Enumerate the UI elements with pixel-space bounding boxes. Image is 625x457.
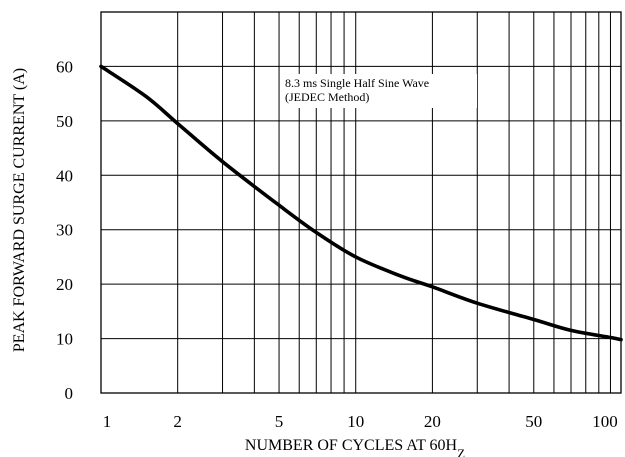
x-tick-label-2: 2	[173, 412, 182, 431]
y-axis-tick-labels: 0 10 20 30 40 50 60	[56, 57, 73, 403]
x-axis-label-main: NUMBER OF CYCLES AT 60H	[245, 437, 458, 454]
plot-area-frame	[100, 11, 622, 394]
x-axis-label-subscript: Z	[457, 446, 465, 457]
y-tick-label-10: 10	[56, 330, 73, 349]
x-tick-label-50: 50	[525, 412, 542, 431]
annotation: 8.3 ms Single Half Sine Wave (JEDEC Meth…	[281, 74, 477, 108]
annotation-background	[281, 74, 477, 108]
y-tick-label-40: 40	[56, 166, 73, 185]
x-tick-label-10: 10	[347, 412, 364, 431]
y-tick-label-60: 60	[56, 57, 73, 76]
x-axis-tick-labels: 1 2 5 10 20 50 100	[103, 412, 618, 431]
annotation-line-2: (JEDEC Method)	[285, 90, 369, 104]
y-tick-label-30: 30	[56, 221, 73, 240]
x-tick-label-100: 100	[592, 412, 618, 431]
x-tick-label-5: 5	[275, 412, 284, 431]
x-tick-label-1: 1	[103, 412, 112, 431]
grid	[100, 12, 621, 393]
x-tick-label-20: 20	[424, 412, 441, 431]
series-line-surge-current	[99, 64, 623, 342]
annotation-line-1: 8.3 ms Single Half Sine Wave	[285, 76, 429, 90]
y-tick-label-50: 50	[56, 112, 73, 131]
y-tick-label-0: 0	[65, 384, 74, 403]
x-axis-label: NUMBER OF CYCLES AT 60HZ	[245, 437, 465, 457]
y-tick-label-20: 20	[56, 275, 73, 294]
y-axis-label: PEAK FORWARD SURGE CURRENT (A)	[11, 68, 28, 352]
